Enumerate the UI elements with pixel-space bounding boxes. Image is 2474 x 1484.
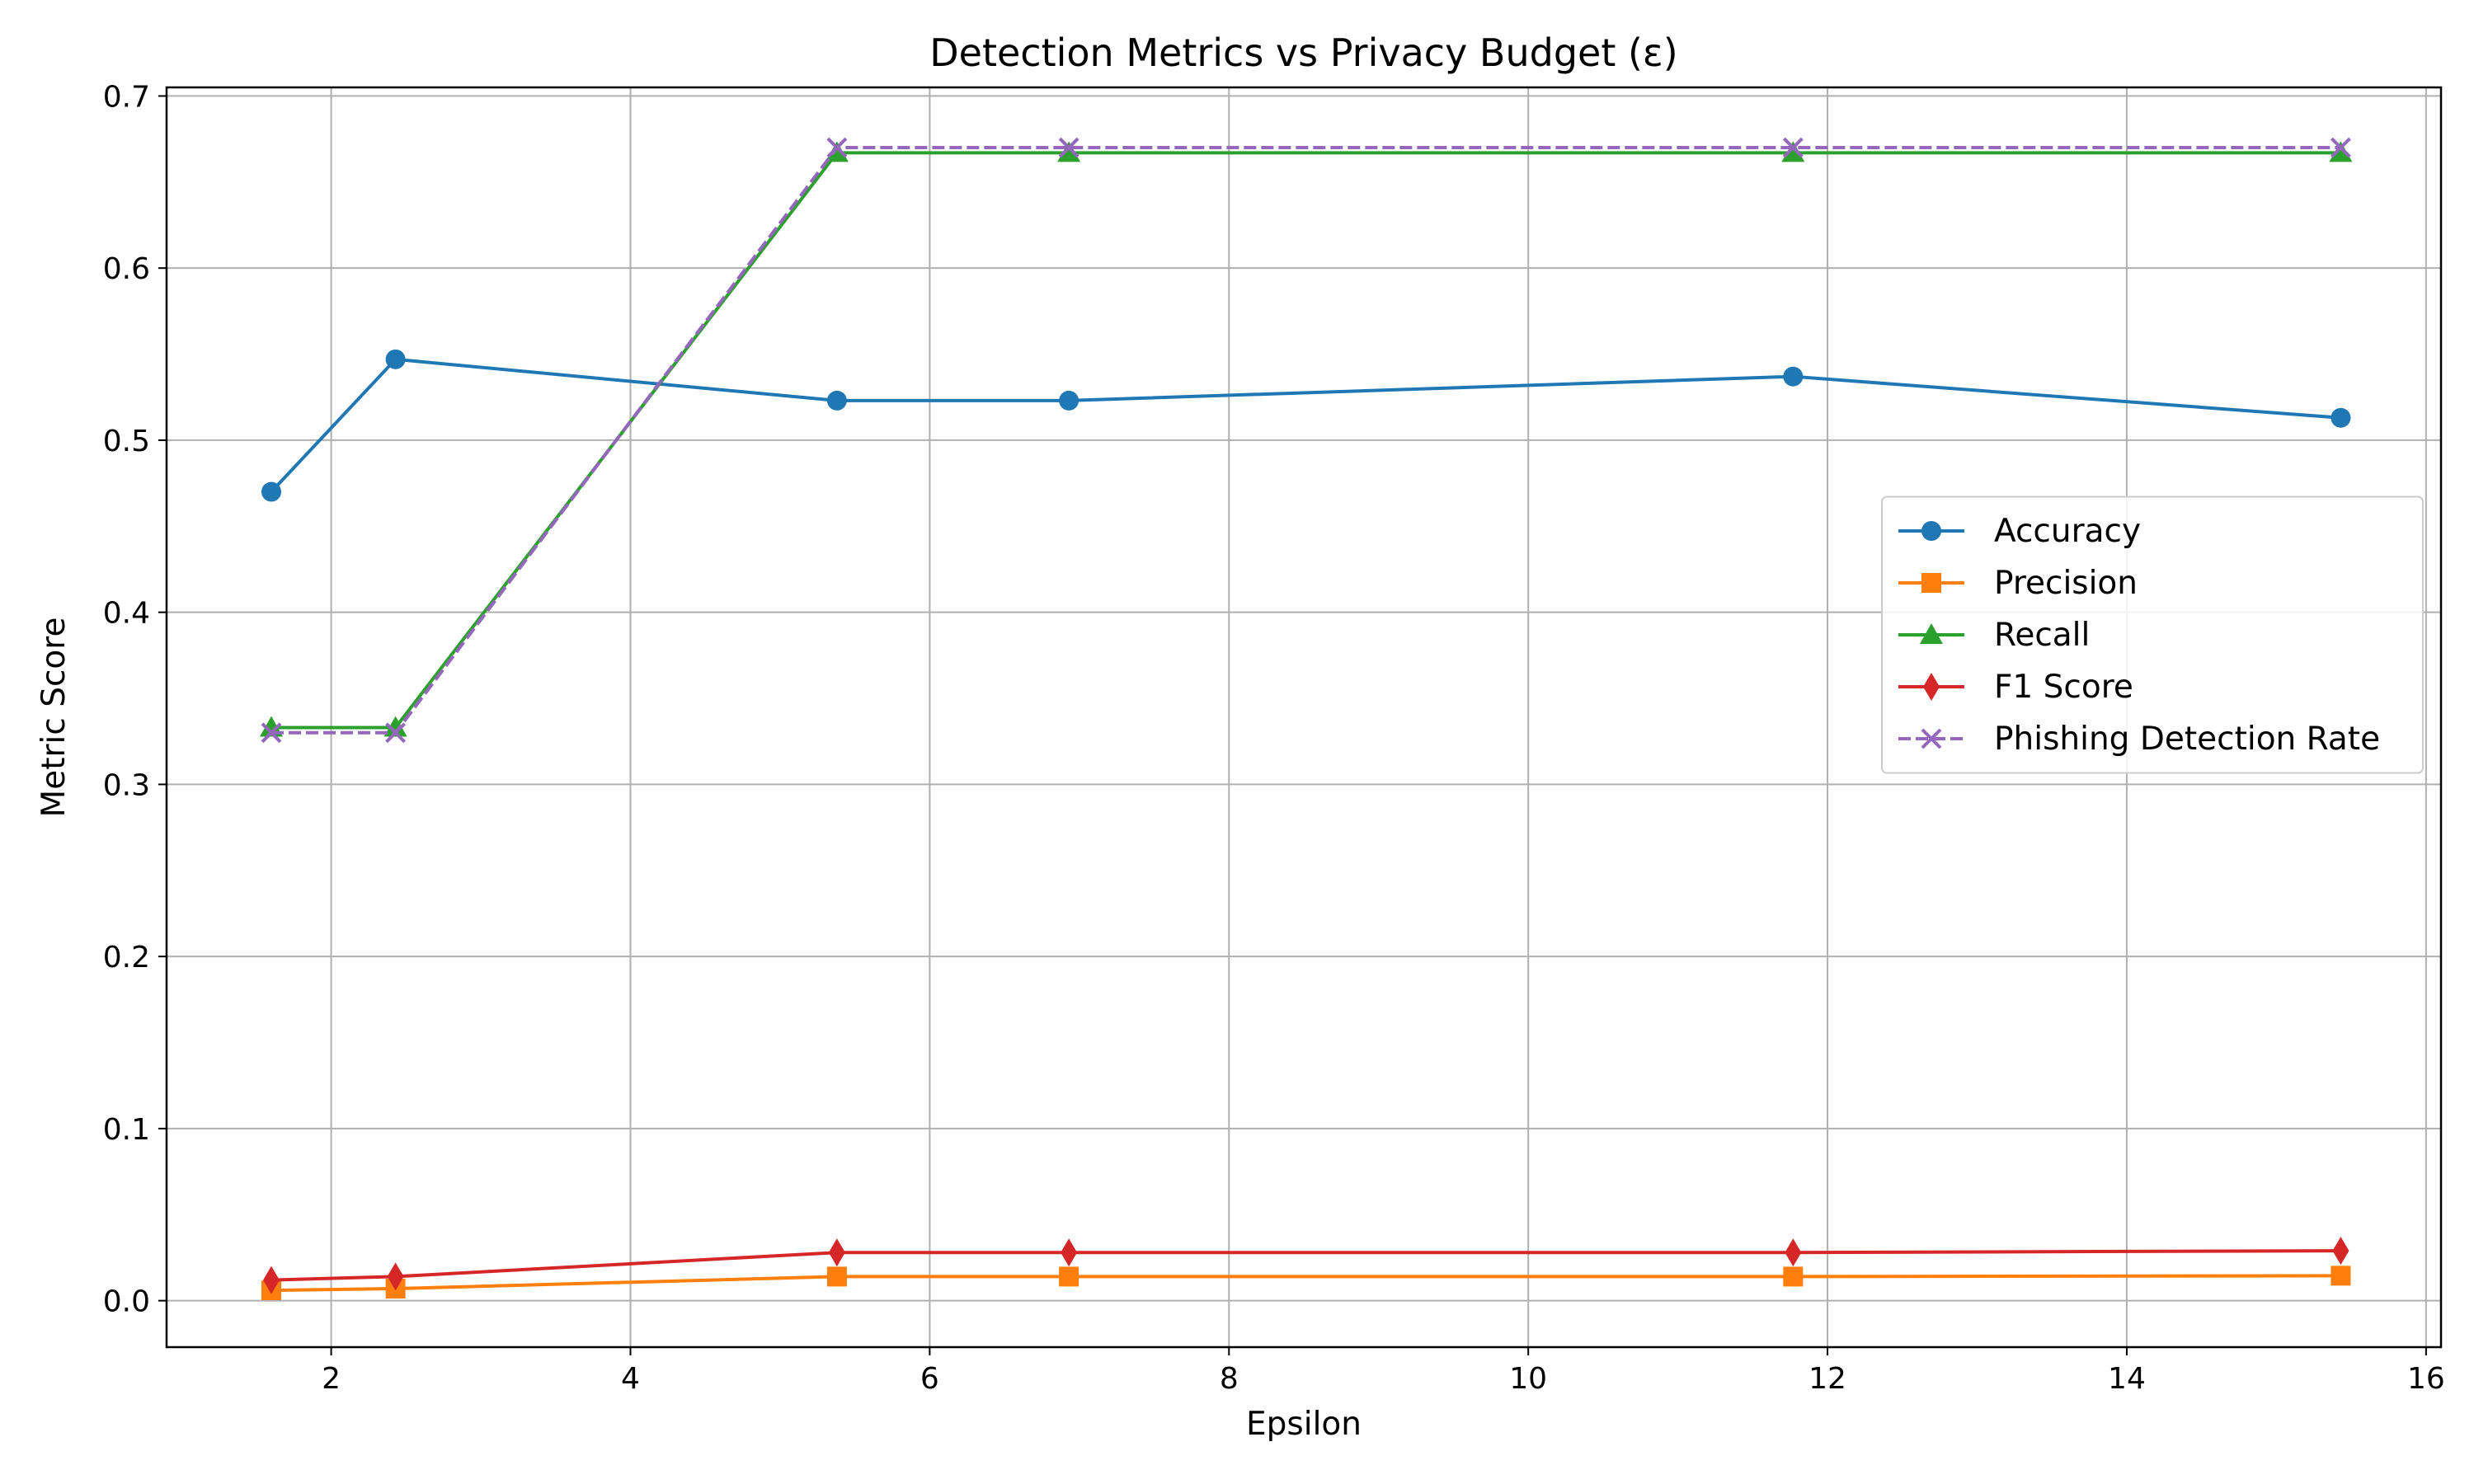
legend-item-accuracy: Accuracy [1898, 513, 2141, 550]
data-point-phishing-detection-rate [1058, 137, 1079, 158]
x-tick-label: 6 [920, 1362, 939, 1396]
legend-box [1881, 495, 2424, 774]
legend-marker [1921, 521, 1941, 541]
legend: Accuracy Precision Recall F1 Score Phishing … [1881, 495, 2424, 774]
y-tick-label: 0.5 [103, 425, 150, 458]
legend-label: Accuracy [1994, 513, 2141, 550]
y-axis-title: Metric Score [35, 618, 73, 818]
x-marker-stroke [2331, 137, 2351, 158]
x-tick-label: 14 [2108, 1362, 2146, 1396]
data-point-precision [1059, 1266, 1079, 1287]
series-accuracy [261, 349, 2351, 502]
x-marker-stroke [1782, 137, 1804, 158]
series-f1-score [263, 1237, 2349, 1294]
data-point-recall [1057, 141, 1081, 162]
x-marker-stroke [826, 137, 848, 158]
data-point-f1-score [387, 1262, 404, 1291]
x-marker-stroke [261, 722, 282, 744]
data-point-accuracy [1783, 366, 1804, 387]
data-point-accuracy [261, 481, 282, 502]
data-point-recall [1781, 141, 1805, 162]
series-line-accuracy [270, 357, 2341, 493]
legend-marker [1921, 573, 1941, 593]
plot-frame [165, 86, 2443, 1349]
data-point-precision [2331, 1266, 2351, 1286]
series-line-phishing-detection-rate [271, 146, 2341, 735]
legend-label: F1 Score [1994, 669, 2133, 706]
data-point-f1-score [1785, 1238, 1802, 1267]
chart-title: Detection Metrics vs Privacy Budget (ε) [929, 31, 1678, 75]
data-point-recall [383, 716, 407, 737]
data-point-phishing-detection-rate [261, 722, 282, 744]
series-line-f1-score [270, 1249, 2341, 1282]
data-point-f1-score [1061, 1238, 1078, 1267]
x-marker-stroke [385, 722, 407, 744]
x-tick-label: 12 [1808, 1362, 1846, 1396]
data-point-f1-score [263, 1266, 280, 1294]
x-tick-label: 2 [322, 1362, 341, 1396]
data-point-accuracy [1059, 390, 1079, 411]
legend-label: Recall [1994, 617, 2090, 654]
data-point-accuracy [385, 349, 406, 369]
series-group [260, 137, 2353, 1301]
legend-item-f1-score: F1 Score [1898, 669, 2133, 706]
grid [167, 87, 2441, 1347]
legend-item-recall: Recall [1898, 617, 2090, 654]
data-point-phishing-detection-rate [826, 137, 848, 158]
x-tick-label: 10 [1509, 1362, 1547, 1396]
series-phishing-detection-rate [261, 137, 2351, 744]
data-point-accuracy [826, 390, 847, 411]
data-point-phishing-detection-rate [1782, 137, 1804, 158]
y-tick-label: 0.0 [103, 1285, 150, 1319]
legend-label: Phishing Detection Rate [1994, 721, 2380, 758]
x-marker-stroke [1921, 728, 1942, 749]
x-tick-label: 8 [1220, 1362, 1239, 1396]
y-tick-label: 0.6 [103, 252, 150, 286]
legend-label: Precision [1994, 565, 2138, 602]
y-tick-label: 0.4 [103, 597, 150, 631]
series-precision [261, 1266, 2351, 1301]
y-tick-label: 0.1 [103, 1113, 150, 1147]
series-recall [260, 141, 2353, 737]
data-point-phishing-detection-rate [385, 722, 407, 744]
data-point-phishing-detection-rate [2331, 137, 2351, 158]
legend-marker [1920, 623, 1943, 644]
axis-ticks: 2 4 6 8 10 12 14 16 0.0 0.1 0.2 0.3 0.4 0.5 0.6 0.7 [103, 80, 2445, 1396]
data-point-precision [826, 1266, 847, 1287]
series-line-recall [271, 151, 2341, 730]
legend-marker [1923, 673, 1940, 701]
x-tick-label: 16 [2407, 1362, 2445, 1396]
y-tick-label: 0.2 [103, 941, 150, 974]
data-point-f1-score [828, 1238, 845, 1267]
data-point-precision [1783, 1266, 1804, 1287]
x-marker-stroke [1058, 137, 1079, 158]
x-axis-title: Epsilon [1246, 1406, 1362, 1443]
data-point-recall [2329, 141, 2353, 162]
series-line-precision [270, 1274, 2341, 1293]
legend-item-phishing-detection-rate: Phishing Detection Rate [1898, 721, 2380, 758]
data-point-accuracy [2331, 407, 2351, 428]
y-tick-label: 0.3 [103, 768, 150, 802]
legend-item-precision: Precision [1898, 565, 2138, 602]
data-point-recall [825, 141, 849, 162]
legend-marker [1921, 728, 1942, 749]
x-tick-label: 4 [621, 1362, 640, 1396]
y-tick-label: 0.7 [103, 80, 150, 114]
data-point-f1-score [2332, 1237, 2349, 1266]
